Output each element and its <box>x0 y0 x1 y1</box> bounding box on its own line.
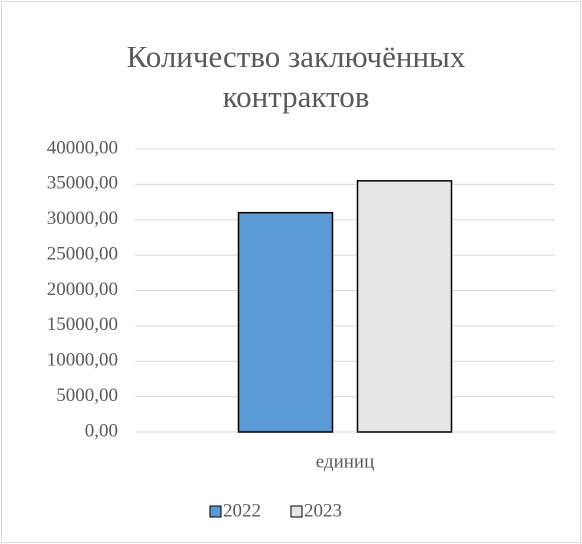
y-tick-label: 10000,00 <box>47 350 118 371</box>
y-tick-label: 15000,00 <box>47 314 118 335</box>
legend-swatch <box>209 505 222 518</box>
legend-label: 2023 <box>304 500 342 521</box>
y-tick-label: 25000,00 <box>47 243 118 264</box>
y-tick-label: 35000,00 <box>47 173 118 194</box>
x-tick-label: единиц <box>316 451 375 472</box>
chart-title: Количество заключённых контрактов <box>127 39 466 114</box>
y-tick-label: 20000,00 <box>47 279 118 300</box>
legend-swatch <box>290 505 303 518</box>
y-tick-label: 0,00 <box>85 420 118 441</box>
bar <box>356 180 453 433</box>
y-tick-label: 5000,00 <box>56 385 118 406</box>
y-tick-label: 30000,00 <box>47 208 118 229</box>
bar <box>237 211 334 433</box>
legend-label: 2022 <box>223 500 261 521</box>
y-tick-label: 40000,00 <box>47 137 118 158</box>
